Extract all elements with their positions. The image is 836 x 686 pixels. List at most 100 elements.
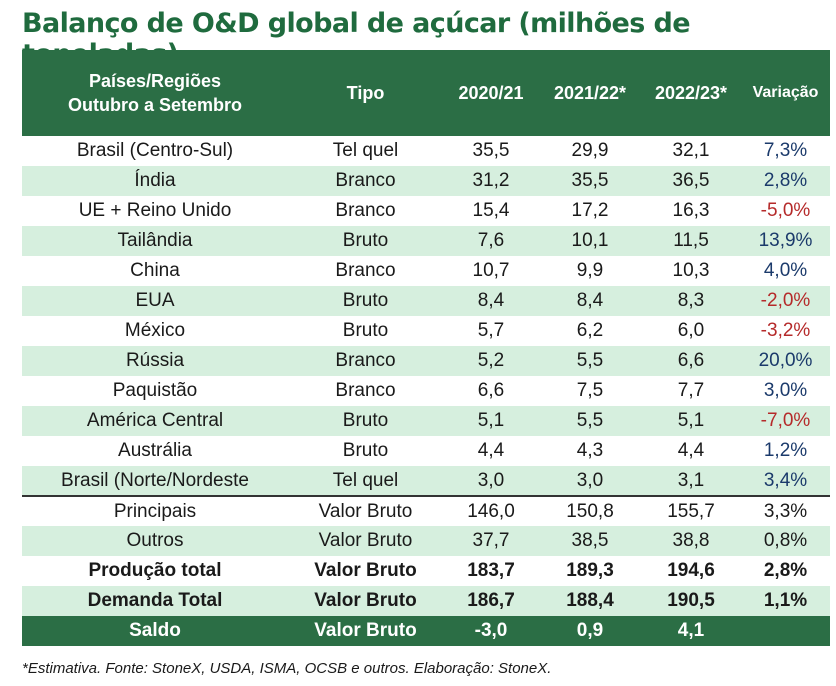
value-2020-21-cell: 31,2 [472, 170, 510, 191]
value-2020-21-cell: 3,0 [477, 469, 505, 491]
sugar-balance-table: Países/Regiões Outubro a Setembro Tipo 2… [22, 50, 830, 646]
value-2020-21-cell: 5,1 [477, 410, 505, 431]
value-2020-21-cell: 5,7 [477, 320, 505, 341]
table-row: América Central Bruto 5,1 5,5 5,1 -7,0% [22, 406, 830, 436]
value-2022-23-cell: 4,1 [677, 620, 705, 641]
table-row: UE + Reino Unido Branco 15,4 17,2 16,3 -5,0% [22, 196, 830, 226]
value-2021-22-cell: 9,9 [576, 260, 604, 281]
header-tipo: Tipo [346, 82, 385, 103]
value-2020-21-cell: 8,4 [477, 290, 505, 311]
table-body: Brasil (Centro-Sul) Tel quel 35,5 29,9 32,1 7… [22, 136, 830, 646]
tipo-cell: Valor Bruto [314, 560, 417, 581]
summary-row: Outros Valor Bruto 37,7 38,5 38,8 0,8% [22, 526, 830, 556]
value-2022-23-cell: 6,6 [677, 350, 705, 371]
variacao-cell: -2,0% [760, 290, 811, 311]
region-cell: UE + Reino Unido [78, 200, 232, 221]
region-cell: América Central [86, 410, 224, 431]
value-2021-22-cell: 5,5 [576, 410, 604, 431]
value-2022-23-cell: 38,8 [672, 530, 710, 551]
table-row: Rússia Branco 5,2 5,5 6,6 20,0% [22, 346, 830, 376]
value-2021-22-cell: 35,5 [571, 170, 609, 191]
value-2022-23-cell: 36,5 [672, 170, 710, 191]
value-2021-22-cell: 8,4 [576, 290, 604, 311]
table-row: Índia Branco 31,2 35,5 36,5 2,8% [22, 166, 830, 196]
value-2022-23-cell: 155,7 [641, 495, 741, 526]
tipo-cell: Bruto [342, 410, 389, 431]
header-regions: Países/Regiões Outubro a Setembro [22, 50, 288, 136]
value-2021-22-cell: 10,1 [571, 230, 609, 251]
summary-row: Principais Valor Bruto 146,0 150,8 155,7 3,3% [22, 495, 830, 526]
tipo-cell: Branco [335, 380, 396, 401]
tipo-cell: Branco [335, 170, 396, 191]
region-cell: Tailândia [117, 230, 193, 251]
header-variacao: Variação [752, 84, 819, 102]
table-row: Brasil (Norte/Nordeste Tel quel 3,0 3,0 3,1 3… [22, 466, 830, 496]
value-2021-22-cell: 6,2 [576, 320, 604, 341]
value-2021-22-cell: 7,5 [576, 380, 604, 401]
value-2021-22-cell: 189,3 [566, 560, 614, 581]
header-regions-line1: Países/Regiões [88, 70, 222, 91]
saldo-row: Saldo Valor Bruto -3,0 0,9 4,1 [22, 616, 830, 646]
value-2020-21-cell: 37,7 [472, 530, 510, 551]
header-2021-22: 2021/22* [553, 82, 627, 103]
footnote: *Estimativa. Fonte: StoneX, USDA, ISMA, … [22, 660, 552, 677]
value-2020-21-cell: 183,7 [467, 560, 515, 581]
variacao-cell: 13,9% [758, 230, 813, 251]
value-2022-23-cell: 11,5 [673, 230, 709, 251]
value-2020-21-cell: -3,0 [474, 620, 508, 641]
value-2020-21-cell: 4,4 [477, 440, 505, 461]
region-cell: Outros [126, 530, 184, 551]
header-row: Países/Regiões Outubro a Setembro Tipo 2… [22, 50, 830, 136]
region-cell: Índia [134, 170, 176, 191]
value-2022-23-cell: 3,1 [677, 469, 705, 491]
value-2020-21-cell: 146,0 [443, 495, 539, 526]
tipo-cell: Valor Bruto [314, 590, 417, 611]
table-header: Países/Regiões Outubro a Setembro Tipo 2… [22, 50, 830, 136]
variacao-cell: 1,1% [763, 590, 808, 611]
region-cell: EUA [135, 290, 175, 311]
tipo-cell: Valor Bruto [288, 495, 443, 526]
table-row: Tailândia Bruto 7,6 10,1 11,5 13,9% [22, 226, 830, 256]
value-2021-22-cell: 38,5 [571, 530, 609, 551]
table-row: EUA Bruto 8,4 8,4 8,3 -2,0% [22, 286, 830, 316]
value-2022-23-cell: 190,5 [667, 590, 715, 611]
value-2022-23-cell: 6,0 [677, 320, 705, 341]
variacao-cell: -3,2% [760, 320, 811, 341]
region-cell: México [124, 320, 186, 341]
value-2021-22-cell: 29,9 [571, 140, 609, 161]
header-2020-21: 2020/21 [458, 82, 524, 103]
region-cell: Demanda Total [87, 590, 223, 611]
value-2022-23-cell: 16,3 [672, 200, 710, 221]
tipo-cell: Valor Bruto [314, 620, 417, 641]
tipo-cell: Bruto [342, 440, 389, 461]
variacao-cell: -7,0% [760, 410, 811, 431]
table-row: China Branco 10,7 9,9 10,3 4,0% [22, 256, 830, 286]
value-2020-21-cell: 10,7 [472, 260, 510, 281]
region-cell: Principais [22, 495, 288, 526]
summary-row: Produção total Valor Bruto 183,7 189,3 194,6… [22, 556, 830, 586]
region-cell: Rússia [125, 350, 185, 371]
tipo-cell: Tel quel [332, 469, 399, 491]
value-2020-21-cell: 186,7 [467, 590, 515, 611]
value-2020-21-cell: 6,6 [477, 380, 505, 401]
header-regions-line2: Outubro a Setembro [67, 95, 242, 115]
value-2021-22-cell: 5,5 [576, 350, 604, 371]
value-2021-22-cell: 0,9 [576, 620, 604, 641]
variacao-cell [741, 616, 830, 646]
region-cell: China [130, 260, 180, 281]
value-2022-23-cell: 8,3 [677, 290, 705, 311]
value-2021-22-cell: 150,8 [539, 495, 641, 526]
value-2022-23-cell: 4,4 [677, 440, 705, 461]
value-2020-21-cell: 35,5 [472, 140, 510, 161]
value-2020-21-cell: 15,4 [472, 200, 510, 221]
value-2020-21-cell: 7,6 [477, 230, 505, 251]
tipo-cell: Branco [335, 350, 396, 371]
value-2020-21-cell: 5,2 [477, 350, 505, 371]
variacao-cell: 20,0% [758, 350, 813, 371]
variacao-cell: 7,3% [763, 140, 808, 161]
variacao-cell: 1,2% [763, 440, 808, 461]
value-2022-23-cell: 10,3 [672, 260, 710, 281]
region-cell: Austrália [118, 440, 192, 461]
variacao-cell: 0,8% [763, 530, 808, 551]
page-title: Balanço de O&D global de açúcar (milhões… [22, 8, 691, 70]
